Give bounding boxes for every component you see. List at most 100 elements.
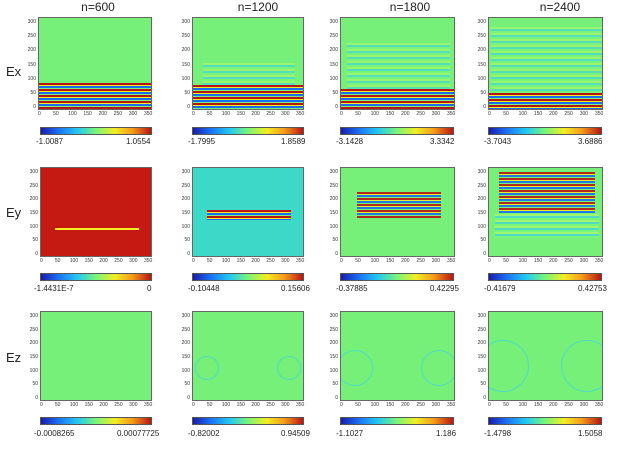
x-tick-label: 300 — [579, 111, 589, 117]
y-tick-label: 300 — [27, 19, 36, 25]
x-tick-label: 50 — [53, 111, 59, 117]
x-tick-label: 350 — [144, 258, 153, 264]
y-tick-label: 50 — [332, 89, 338, 96]
x-tick-label: 350 — [447, 258, 456, 264]
y-tick-label: 50 — [184, 237, 190, 244]
y-tick-label: 200 — [29, 196, 38, 203]
y-tick-label: 100 — [29, 223, 38, 230]
x-tick-label: 50 — [206, 258, 213, 264]
x-tick-label: 300 — [579, 258, 589, 264]
x-tick-label: 200 — [549, 111, 558, 117]
ey-n600-source-line — [55, 228, 139, 230]
y-tick-label: 150 — [329, 354, 338, 360]
y-tick-label: 200 — [181, 340, 190, 347]
y-tick-label: 200 — [329, 340, 338, 347]
x-tick-label: 350 — [144, 402, 153, 408]
y-tick-label: 150 — [329, 210, 338, 216]
x-tick-label: 350 — [595, 402, 604, 408]
ez-n1200-source-ring-right — [277, 356, 301, 380]
x-tick-label: 50 — [206, 402, 213, 408]
ez-n2400-colorbar — [488, 417, 602, 425]
y-tick-label: 250 — [29, 326, 38, 333]
ex-n1200-wave-band — [193, 85, 303, 109]
x-tick-label: 100 — [370, 258, 379, 264]
y-tick-label: 200 — [477, 196, 486, 203]
y-tick-label: 0 — [335, 104, 338, 110]
y-tick-label: 50 — [480, 237, 486, 244]
x-tick-label: 250 — [416, 258, 425, 264]
ey-n1200-colorbar-min: -0.10448 — [188, 284, 220, 293]
ez-n1800-colorbar-min: -1.1027 — [336, 429, 364, 438]
ez-n1800-source-ring-right — [421, 350, 454, 386]
x-tick-label: 250 — [564, 111, 573, 117]
x-tick-label: 300 — [281, 111, 290, 117]
ez-n600-colorbar-min: -0.0008265 — [34, 429, 75, 438]
y-tick-label: 150 — [29, 354, 38, 360]
x-tick-label: 50 — [355, 402, 361, 408]
x-tick-label: 200 — [251, 258, 260, 264]
x-tick-label: 0 — [340, 258, 343, 264]
x-tick-label: 300 — [281, 402, 290, 408]
x-tick-label: 250 — [266, 258, 275, 264]
row-label-ey: Ey — [6, 205, 22, 220]
ey-n600-colorbar — [40, 273, 152, 281]
row-label-ex: Ex — [6, 64, 22, 79]
x-tick-label: 150 — [533, 258, 543, 264]
y-tick-label: 50 — [184, 89, 190, 96]
ey-n2400-plot — [488, 167, 603, 257]
y-tick-label: 250 — [329, 326, 338, 333]
x-tick-label: 200 — [98, 111, 107, 117]
y-tick-label: 150 — [29, 210, 38, 216]
y-tick-label: 0 — [483, 104, 486, 110]
y-tick-label: 150 — [181, 354, 190, 360]
y-tick-label: 300 — [329, 169, 338, 175]
x-tick-label: 250 — [564, 402, 573, 408]
x-tick-label: 100 — [518, 111, 527, 117]
x-tick-label: 150 — [236, 402, 245, 408]
y-tick-label: 150 — [477, 61, 486, 68]
x-tick-label: 300 — [281, 258, 290, 264]
y-tick-label: 200 — [477, 340, 486, 347]
y-tick-label: 0 — [335, 395, 338, 401]
y-tick-label: 150 — [181, 61, 190, 68]
x-tick-label: 150 — [385, 258, 395, 264]
y-tick-label: 250 — [477, 326, 486, 333]
ey-n600-colorbar-max: 0 — [147, 284, 152, 293]
y-tick-label: 0 — [35, 395, 38, 401]
x-tick-label: 50 — [503, 402, 509, 408]
y-tick-label: 50 — [32, 237, 38, 244]
ez-n1200-colorbar — [192, 417, 304, 425]
x-tick-label: 50 — [355, 111, 361, 117]
x-tick-label: 0 — [38, 111, 41, 117]
x-tick-label: 0 — [40, 258, 43, 264]
ey-n1800-colorbar-min: -0.37885 — [336, 284, 368, 293]
y-tick-label: 250 — [329, 182, 338, 189]
x-tick-label: 350 — [144, 111, 153, 117]
y-tick-label: 300 — [477, 313, 486, 319]
ex-n1200-colorbar — [192, 127, 304, 135]
ey-n2400-colorbar-max: 0.42753 — [578, 284, 607, 293]
y-tick-label: 100 — [29, 367, 38, 374]
y-tick-label: 300 — [181, 313, 190, 319]
x-tick-label: 0 — [488, 111, 491, 117]
x-tick-label: 250 — [114, 258, 123, 264]
y-tick-label: 100 — [329, 223, 338, 230]
ey-n2400-colorbar — [488, 273, 602, 281]
ez-n600-colorbar — [40, 417, 152, 425]
x-tick-label: 100 — [518, 402, 527, 408]
ey-n1800-colorbar — [340, 273, 454, 281]
ey-n1200-wave-band — [207, 210, 291, 220]
y-tick-label: 100 — [27, 75, 36, 82]
x-tick-label: 350 — [296, 402, 305, 408]
ez-n1800-source-ring-left — [341, 350, 373, 386]
y-tick-label: 100 — [329, 367, 338, 374]
y-tick-label: 0 — [187, 104, 190, 110]
y-tick-label: 50 — [332, 237, 338, 244]
ex-n2400-diffraction — [491, 27, 602, 93]
x-tick-label: 200 — [99, 258, 108, 264]
x-tick-label: 300 — [129, 402, 138, 408]
y-tick-label: 200 — [329, 196, 338, 203]
ex-n2400-plot — [488, 17, 603, 110]
x-tick-label: 300 — [128, 111, 138, 117]
x-tick-label: 0 — [340, 402, 343, 408]
